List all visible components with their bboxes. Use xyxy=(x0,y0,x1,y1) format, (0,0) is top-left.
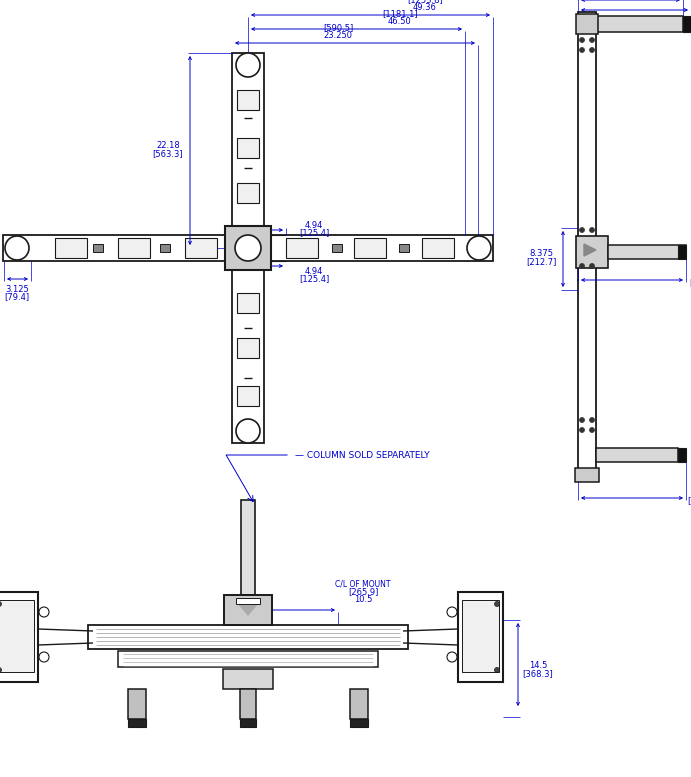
Circle shape xyxy=(589,228,594,232)
Text: [125.4]: [125.4] xyxy=(299,228,329,238)
Bar xyxy=(237,138,259,158)
Bar xyxy=(240,719,256,727)
Text: 4.94: 4.94 xyxy=(305,221,323,229)
Circle shape xyxy=(236,53,260,77)
Bar xyxy=(185,238,217,258)
Bar xyxy=(223,669,273,689)
Bar xyxy=(237,338,259,358)
Bar xyxy=(128,719,146,727)
Polygon shape xyxy=(584,244,596,256)
Circle shape xyxy=(589,417,594,423)
Bar xyxy=(237,90,259,110)
Text: [73.4]: [73.4] xyxy=(688,497,691,506)
Bar xyxy=(350,689,368,719)
Bar xyxy=(128,689,146,719)
Bar xyxy=(118,238,150,258)
Text: 14.5: 14.5 xyxy=(529,661,547,671)
Text: [79.4]: [79.4] xyxy=(4,292,30,301)
Text: [368.3]: [368.3] xyxy=(522,670,553,678)
Bar xyxy=(608,245,686,259)
Bar xyxy=(55,238,87,258)
Text: [114.3]: [114.3] xyxy=(689,278,691,287)
Bar xyxy=(88,625,408,649)
Bar xyxy=(458,592,503,682)
Circle shape xyxy=(580,427,585,433)
Text: C/L OF MOUNT: C/L OF MOUNT xyxy=(335,580,390,588)
Text: [265.9]: [265.9] xyxy=(348,587,378,597)
Bar xyxy=(332,244,342,252)
Bar xyxy=(350,719,368,727)
Text: 22.18: 22.18 xyxy=(156,141,180,151)
Bar xyxy=(224,595,272,625)
Circle shape xyxy=(495,667,500,673)
Circle shape xyxy=(39,607,49,617)
Text: 4.94: 4.94 xyxy=(305,267,323,276)
Text: 3.125: 3.125 xyxy=(5,284,29,294)
Bar xyxy=(399,244,409,252)
Bar xyxy=(0,600,34,672)
Circle shape xyxy=(580,228,585,232)
Bar xyxy=(678,245,686,259)
Circle shape xyxy=(580,37,585,43)
Circle shape xyxy=(580,47,585,53)
Bar xyxy=(237,293,259,313)
Text: [1253.8]: [1253.8] xyxy=(407,0,443,5)
Bar xyxy=(678,448,686,462)
Text: 46.50: 46.50 xyxy=(388,16,412,26)
Text: [125.4]: [125.4] xyxy=(299,274,329,284)
Bar xyxy=(576,14,598,34)
Circle shape xyxy=(447,607,457,617)
Circle shape xyxy=(0,667,1,673)
Bar xyxy=(118,651,378,667)
Text: [212.7]: [212.7] xyxy=(526,257,556,267)
Circle shape xyxy=(589,47,594,53)
Circle shape xyxy=(589,263,594,269)
Bar xyxy=(232,53,264,443)
Bar xyxy=(575,468,599,482)
Circle shape xyxy=(467,236,491,260)
Bar xyxy=(241,500,255,595)
Bar xyxy=(240,689,256,719)
Circle shape xyxy=(580,263,585,269)
Circle shape xyxy=(235,235,261,261)
Bar xyxy=(93,244,103,252)
Bar xyxy=(596,16,683,32)
Bar xyxy=(354,238,386,258)
Bar xyxy=(237,183,259,203)
Circle shape xyxy=(589,427,594,433)
Text: — COLUMN SOLD SEPARATELY: — COLUMN SOLD SEPARATELY xyxy=(295,451,430,459)
Circle shape xyxy=(580,417,585,423)
Text: 49.36: 49.36 xyxy=(413,2,437,12)
Circle shape xyxy=(5,236,29,260)
Bar xyxy=(462,600,499,672)
Bar xyxy=(225,226,271,270)
Bar xyxy=(578,12,596,480)
Bar xyxy=(237,386,259,406)
Circle shape xyxy=(589,37,594,43)
Text: 8.375: 8.375 xyxy=(529,249,553,259)
Bar xyxy=(683,16,691,32)
Bar xyxy=(160,244,170,252)
Bar xyxy=(596,448,678,462)
Bar xyxy=(286,238,318,258)
Text: [590.5]: [590.5] xyxy=(323,23,353,33)
Text: [563.3]: [563.3] xyxy=(153,149,183,159)
Text: [1181.1]: [1181.1] xyxy=(382,9,418,19)
Circle shape xyxy=(236,419,260,443)
Text: 23.250: 23.250 xyxy=(323,30,352,40)
Circle shape xyxy=(447,652,457,662)
Circle shape xyxy=(39,652,49,662)
Bar xyxy=(3,235,493,261)
Bar xyxy=(0,592,38,682)
Bar xyxy=(422,238,454,258)
Bar xyxy=(576,236,608,268)
Polygon shape xyxy=(238,603,258,615)
Circle shape xyxy=(495,601,500,607)
Text: 10.5: 10.5 xyxy=(354,595,372,605)
Bar xyxy=(236,598,260,604)
Circle shape xyxy=(0,601,1,607)
